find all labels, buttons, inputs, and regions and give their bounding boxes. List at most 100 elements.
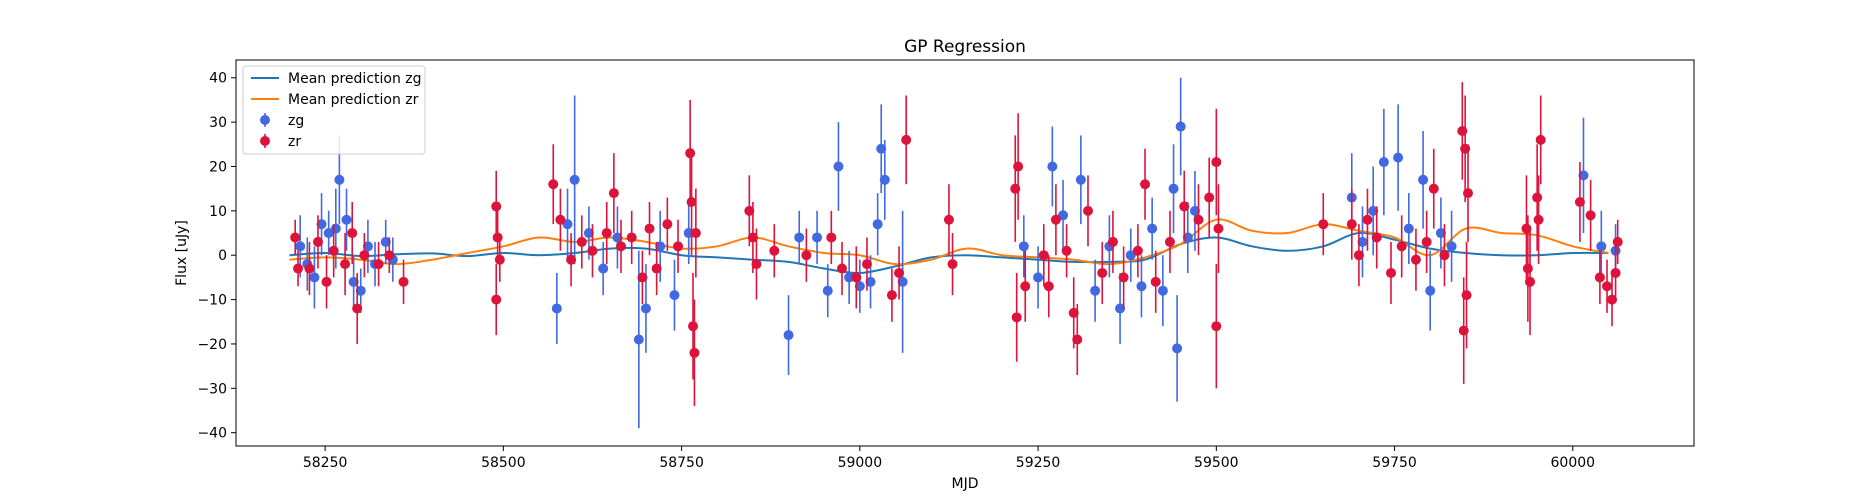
- point-zr: [1213, 223, 1224, 234]
- point-zr: [901, 134, 912, 145]
- y-axis-label: Flux [uJy]: [174, 220, 190, 286]
- point-zg: [1175, 121, 1186, 132]
- point-zr: [747, 232, 758, 243]
- point-zr: [1396, 241, 1407, 252]
- point-zg: [865, 276, 876, 287]
- point-zr: [566, 254, 577, 265]
- point-zg: [362, 241, 373, 252]
- axes-layer: 58250 58500 58750 59000 59250 59500 59750 60000…: [197, 71, 1595, 471]
- point-zg: [355, 285, 366, 296]
- point-zg: [1090, 285, 1101, 296]
- legend-label: Mean prediction zr: [288, 92, 419, 108]
- point-zg: [1125, 250, 1136, 261]
- point-zr: [769, 245, 780, 256]
- x-tick-label: 59250: [1016, 455, 1061, 471]
- point-zg: [1157, 285, 1168, 296]
- point-zr: [1612, 236, 1623, 247]
- point-zg: [1115, 303, 1126, 314]
- point-zr: [290, 232, 301, 243]
- point-zg: [330, 223, 341, 234]
- point-zg: [1172, 343, 1183, 354]
- point-zg: [348, 276, 359, 287]
- point-zg: [316, 219, 327, 230]
- y-tick-label: −40: [197, 426, 227, 442]
- point-zr: [492, 232, 503, 243]
- x-tick-label: 59000: [838, 455, 883, 471]
- point-zg: [562, 219, 573, 230]
- point-zg: [583, 228, 594, 239]
- point-zr: [576, 236, 587, 247]
- point-zr: [1574, 196, 1585, 207]
- point-zr: [1439, 250, 1450, 261]
- point-zr: [1421, 236, 1432, 247]
- point-zg: [1378, 157, 1389, 168]
- point-zr: [1204, 192, 1215, 203]
- point-zr: [1362, 214, 1373, 225]
- x-tick-label: 58750: [659, 455, 704, 471]
- y-tick-label: −20: [197, 337, 227, 353]
- point-zg: [1596, 241, 1607, 252]
- point-zr: [1061, 245, 1072, 256]
- point-zr: [1068, 307, 1079, 318]
- point-zr: [685, 148, 696, 159]
- point-zg: [1047, 161, 1058, 172]
- point-zr: [494, 254, 505, 265]
- point-zg: [633, 334, 644, 345]
- point-zr: [312, 236, 323, 247]
- point-zg: [569, 174, 580, 185]
- point-zr: [637, 272, 648, 283]
- point-zr: [1043, 281, 1054, 292]
- point-zg: [876, 143, 887, 154]
- point-zr: [491, 294, 502, 305]
- point-zg: [1578, 170, 1589, 181]
- point-zr: [328, 245, 339, 256]
- legend-marker-swatch: [260, 136, 270, 146]
- point-zg: [1058, 210, 1069, 221]
- point-zg: [598, 263, 609, 274]
- legend-box: [242, 65, 426, 155]
- point-zr: [688, 321, 699, 332]
- point-zg: [854, 281, 865, 292]
- point-zr: [1118, 272, 1129, 283]
- point-zr: [293, 263, 304, 274]
- point-zr: [347, 228, 358, 239]
- point-zg: [879, 174, 890, 185]
- point-zg: [833, 161, 844, 172]
- point-zr: [1385, 267, 1396, 278]
- point-zr: [1410, 254, 1421, 265]
- point-zg: [1418, 174, 1429, 185]
- point-zr: [384, 250, 395, 261]
- point-zg: [1446, 241, 1457, 252]
- series-line-0: [289, 231, 1609, 275]
- point-zr: [359, 250, 370, 261]
- point-zg: [309, 272, 320, 283]
- point-zr: [1140, 179, 1151, 190]
- point-zr: [626, 232, 637, 243]
- point-zr: [1097, 267, 1108, 278]
- point-zg: [844, 272, 855, 283]
- legend: Mean prediction zg Mean prediction zr zg zr: [242, 65, 426, 155]
- point-zr: [1150, 276, 1161, 287]
- point-zg: [1033, 272, 1044, 283]
- point-zr: [548, 179, 559, 190]
- point-zr: [1522, 263, 1533, 274]
- legend-label: zg: [288, 113, 304, 129]
- point-zr: [1038, 250, 1049, 261]
- point-zg: [669, 290, 680, 301]
- point-zg: [295, 241, 306, 252]
- point-zr: [947, 259, 958, 270]
- point-zg: [1147, 223, 1158, 234]
- point-zr: [1211, 321, 1222, 332]
- point-zg: [1393, 152, 1404, 163]
- point-zr: [1211, 157, 1222, 168]
- point-zr: [1532, 192, 1543, 203]
- point-zr: [1462, 188, 1473, 199]
- point-zg: [897, 276, 908, 287]
- point-zr: [662, 219, 673, 230]
- y-tick-label: 0: [218, 248, 227, 264]
- point-zg: [1368, 205, 1379, 216]
- y-tick-label: 30: [209, 115, 227, 131]
- y-tick-label: −10: [197, 293, 227, 309]
- point-zr: [751, 259, 762, 270]
